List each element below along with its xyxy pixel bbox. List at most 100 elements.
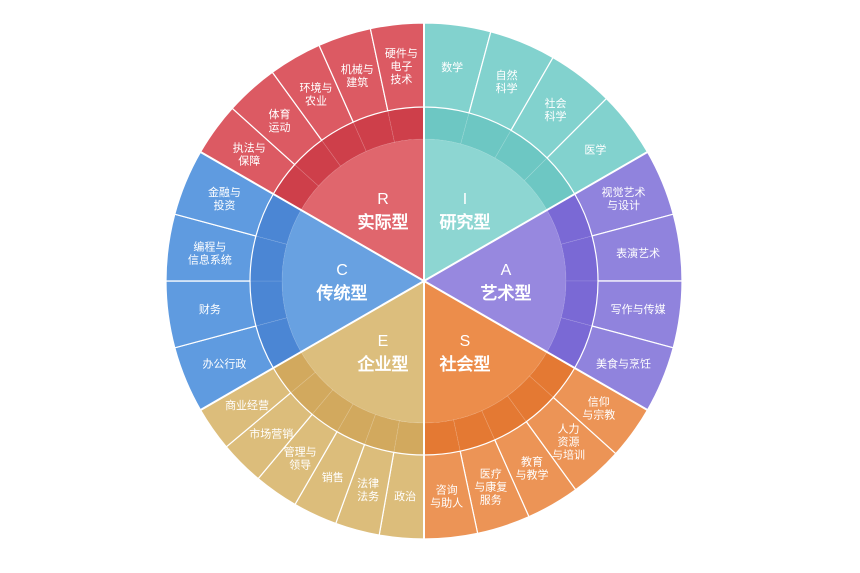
- subcategory-label-line: 执法与: [233, 141, 266, 155]
- subcategory-label-line: 投资: [213, 198, 235, 212]
- subcategory-label: 医学: [584, 143, 606, 157]
- subcategory-label-line: 医学: [584, 143, 606, 157]
- core-segment: [282, 210, 424, 352]
- subcategory-label: 数学: [441, 60, 463, 74]
- subcategory-label-line: 电子: [390, 60, 412, 73]
- subcategory-label: 视觉艺术与设计: [602, 185, 646, 212]
- subcategory-label-line: 与助人: [430, 495, 463, 509]
- subcategory-label: 医疗与康复服务: [474, 466, 507, 506]
- subcategory-label-line: 人力: [558, 423, 580, 436]
- sector-divider: [200, 280, 425, 411]
- subcategory-label-line: 保障: [238, 154, 260, 168]
- subcategory-label-line: 法律: [357, 476, 379, 490]
- subcategory-label-line: 销售: [322, 470, 344, 484]
- sector-divider: [423, 151, 648, 282]
- subcategory-label: 机械与建筑: [341, 62, 374, 89]
- subcategory-label-line: 与康复: [474, 479, 507, 493]
- subcategory-label-line: 咨询: [436, 482, 458, 496]
- subcategory-label-line: 视觉艺术: [602, 185, 646, 199]
- subcategory-label-line: 编程与: [193, 239, 226, 253]
- subcategory-label: 咨询与助人: [430, 482, 463, 509]
- subcategory-label: 信仰与宗教: [582, 394, 615, 421]
- subcategory-label-line: 社会: [544, 96, 566, 110]
- subcategory-label-line: 商业经营: [225, 398, 269, 412]
- type-letter: C: [336, 262, 348, 279]
- subcategory-label: 编程与信息系统: [188, 239, 232, 266]
- type-letter: R: [377, 191, 389, 208]
- subcategory-label-line: 与教学: [516, 468, 549, 482]
- subcategory-label-line: 表演艺术: [616, 246, 660, 260]
- subcategory-label: 美食与烹饪: [596, 357, 651, 371]
- subcategory-label-line: 技术: [390, 73, 412, 86]
- ring-segment: [423, 419, 461, 456]
- type-name: 企业型: [357, 354, 409, 375]
- ring-segment: [387, 106, 425, 143]
- subcategory-label: 社会科学: [544, 96, 566, 123]
- subcategory-label-line: 写作与传媒: [611, 303, 666, 316]
- type-name: 社会型: [439, 354, 491, 375]
- subcategory-label: 办公行政: [202, 357, 246, 371]
- subcategory-label-line: 政治: [394, 489, 416, 503]
- type-letter: E: [378, 333, 389, 350]
- subcategory-label: 表演艺术: [616, 246, 660, 260]
- subcategory-label: 执法与保障: [233, 141, 266, 168]
- subcategory-label: 环境与农业: [300, 80, 333, 107]
- subcategory-label-line: 体育: [268, 107, 290, 121]
- sector-divider: [423, 280, 648, 411]
- subcategory-label-line: 美食与烹饪: [596, 357, 651, 371]
- subcategory-label-line: 金融与: [208, 185, 241, 199]
- subcategory-label-line: 服务: [480, 493, 502, 506]
- subcategory-label-line: 市场营销: [249, 427, 293, 441]
- subcategory-label-line: 与培训: [552, 448, 585, 462]
- subcategory-label: 金融与投资: [208, 185, 241, 212]
- subcategory-label-line: 科学: [496, 81, 518, 95]
- subcategory-label: 硬件与电子技术: [385, 47, 418, 86]
- subcategory-label: 管理与领导: [284, 444, 317, 471]
- core-segment: [424, 281, 547, 423]
- subcategory-label-line: 运动: [268, 121, 290, 134]
- subcategory-label: 体育运动: [268, 107, 290, 134]
- subcategory-label-line: 科学: [544, 109, 566, 123]
- sector-divider: [200, 151, 425, 282]
- subcategory-label-line: 建筑: [346, 75, 368, 89]
- subcategory-label: 自然科学: [496, 68, 518, 95]
- type-letter: I: [463, 191, 467, 208]
- subcategory-label: 市场营销: [249, 427, 293, 441]
- type-letter: S: [460, 333, 471, 350]
- core-segment: [424, 210, 566, 352]
- core-segment: [301, 139, 424, 281]
- subcategory-label-line: 农业: [305, 93, 327, 107]
- type-name: 传统型: [316, 283, 368, 304]
- subcategory-label-line: 资源: [558, 435, 580, 449]
- subcategory-label: 商业经营: [225, 398, 269, 412]
- core-segment: [424, 139, 547, 281]
- subcategory-label: 教育与教学: [516, 455, 549, 482]
- ring-segment: [560, 235, 599, 282]
- subcategory-label-line: 信息系统: [188, 252, 232, 266]
- subcategory-label-line: 与设计: [607, 199, 640, 212]
- ring-segment: [249, 280, 288, 327]
- subcategory-label-line: 机械与: [341, 62, 374, 76]
- subcategory-label: 人力资源与培训: [552, 423, 585, 462]
- subcategory-label-line: 财务: [199, 302, 221, 316]
- subcategory-label-line: 教育: [521, 455, 543, 469]
- subcategory-label-line: 领导: [289, 458, 311, 471]
- subcategory-label-line: 自然: [496, 68, 518, 82]
- core-segment: [301, 281, 424, 423]
- subcategory-label: 法律法务: [357, 476, 379, 503]
- type-letter: A: [501, 262, 512, 279]
- subcategory-label-line: 办公行政: [202, 357, 246, 371]
- subcategory-label-line: 环境与: [300, 80, 333, 94]
- subcategory-label: 政治: [394, 489, 416, 503]
- subcategory-label-line: 与宗教: [582, 407, 615, 421]
- type-name: 艺术型: [481, 283, 532, 304]
- subcategory-label-line: 硬件与: [385, 47, 418, 60]
- subcategory-label: 写作与传媒: [611, 303, 666, 316]
- subcategory-label-line: 医疗: [480, 466, 502, 480]
